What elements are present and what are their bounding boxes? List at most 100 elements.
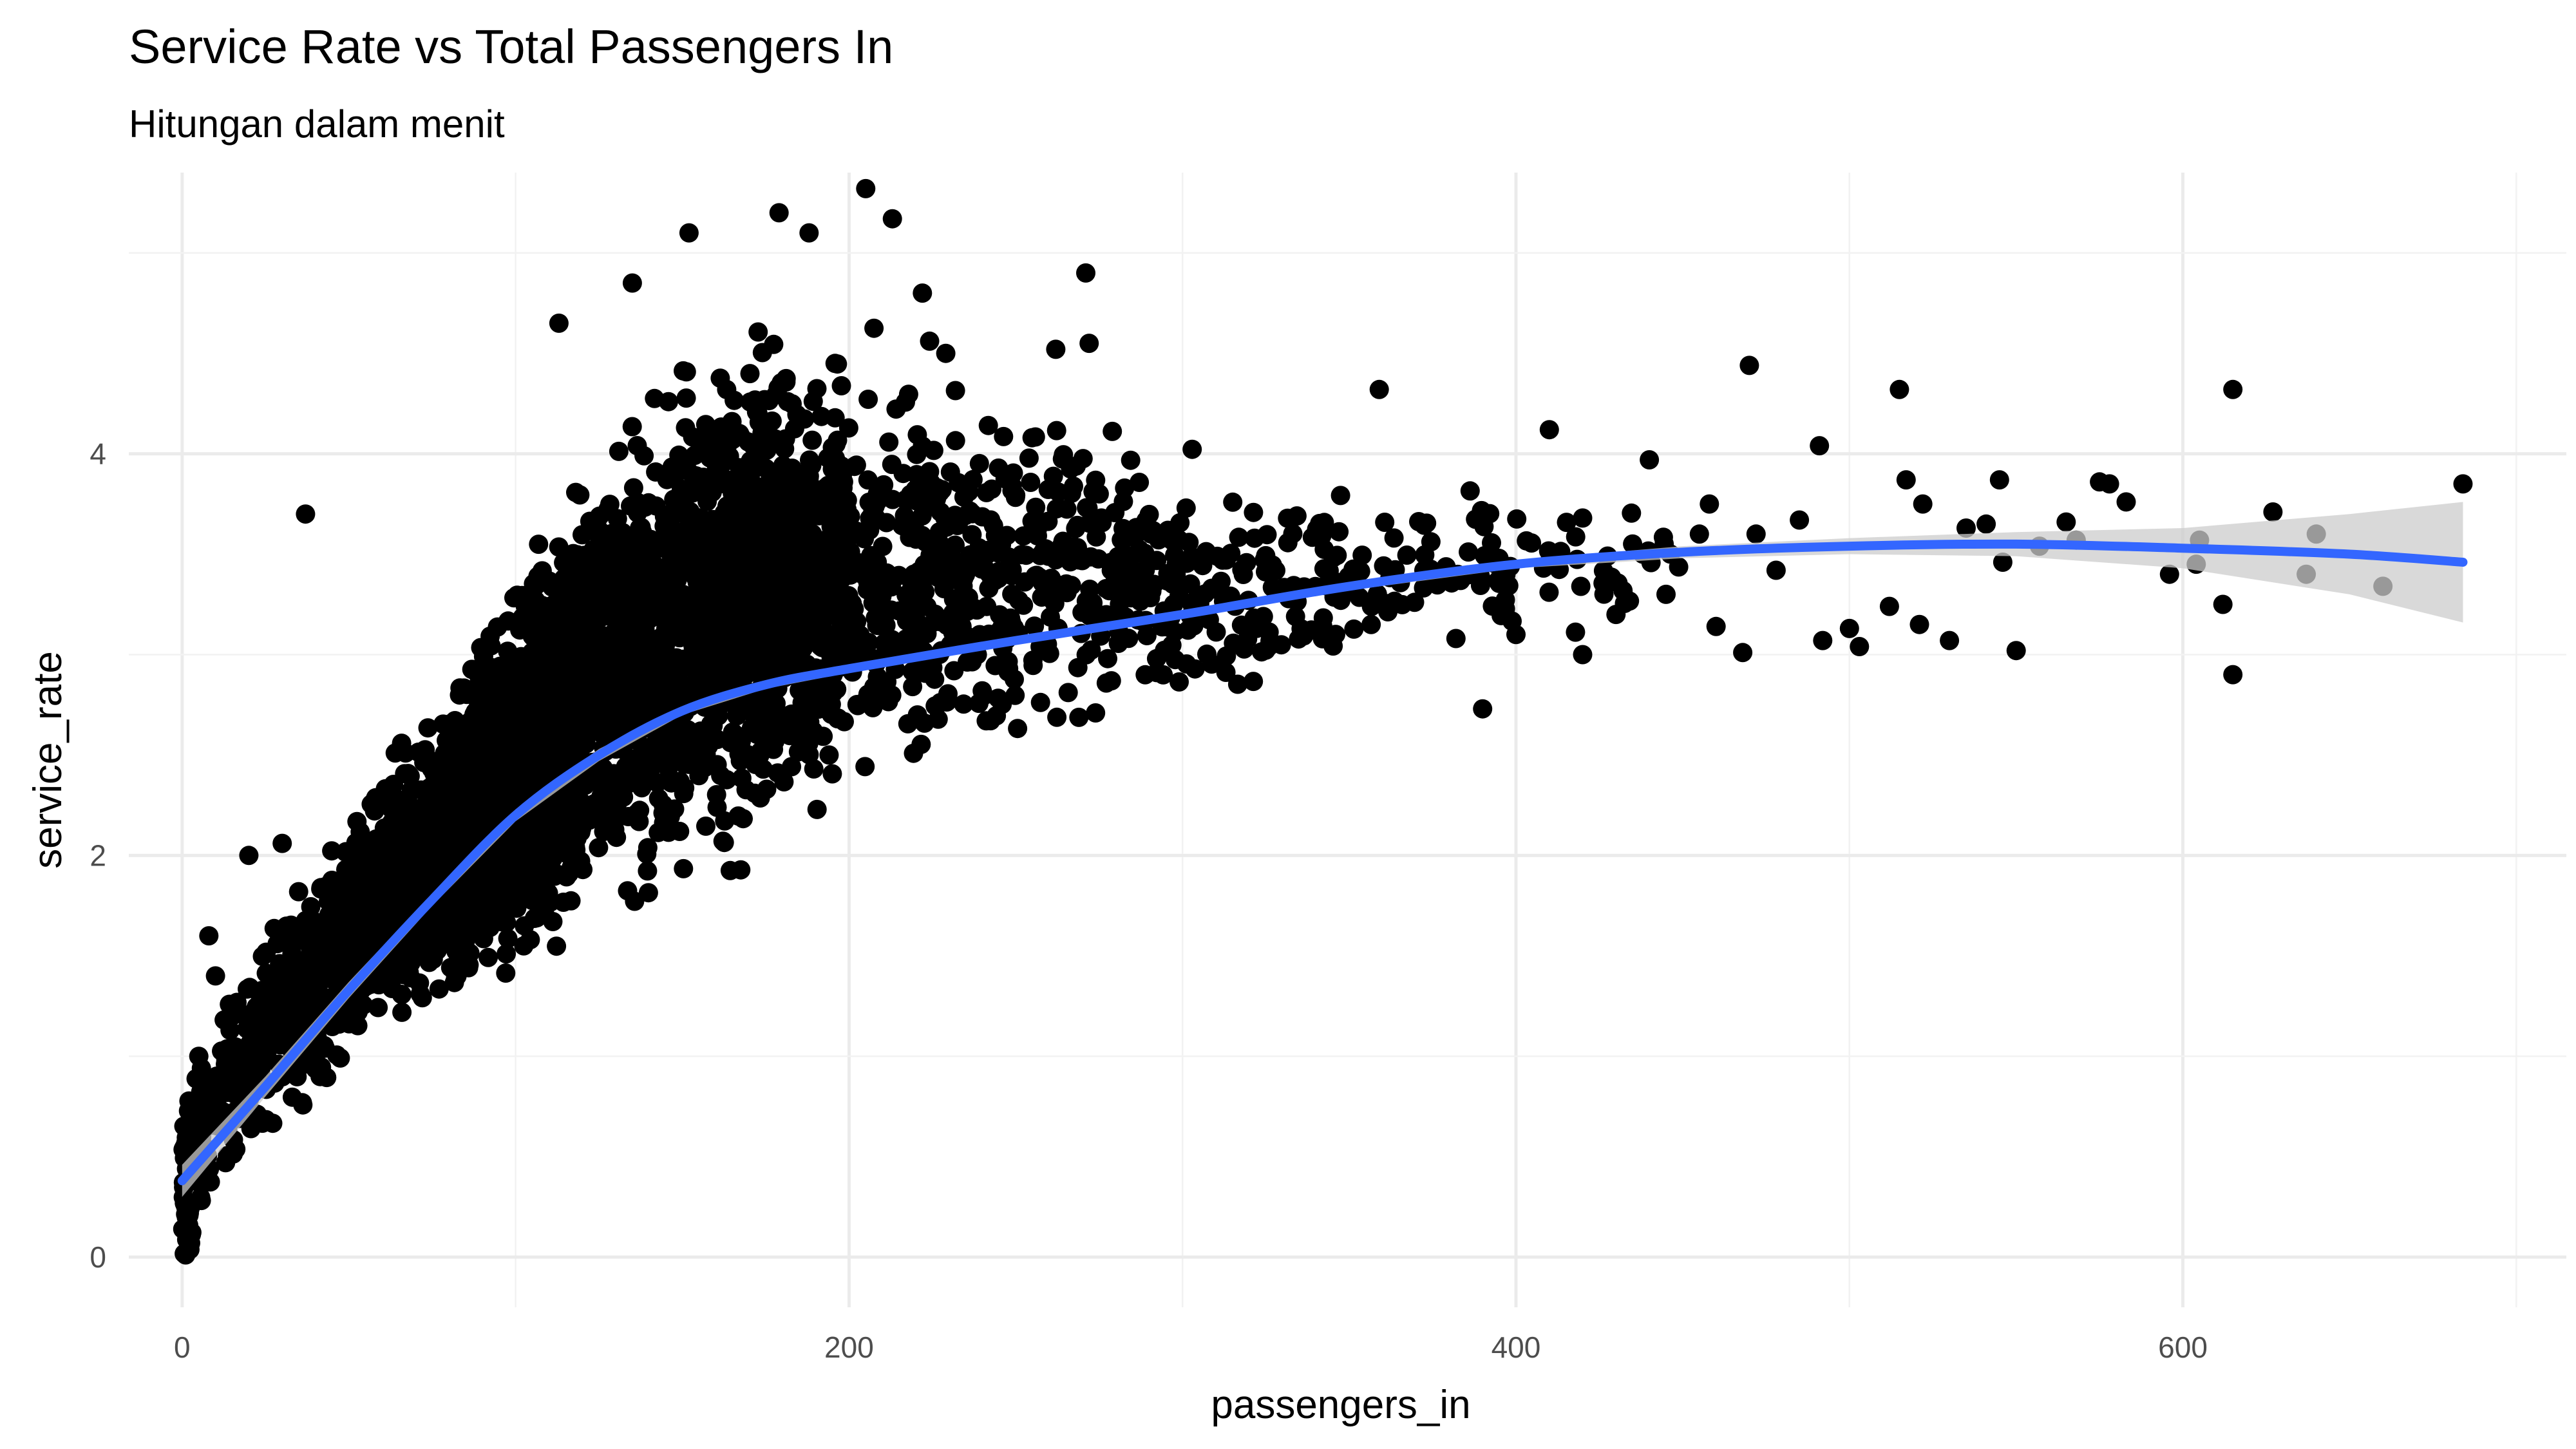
data-point <box>1700 494 1719 514</box>
data-point <box>882 455 902 475</box>
data-point <box>720 860 740 880</box>
data-point <box>844 634 864 654</box>
data-point <box>1989 470 2009 490</box>
data-point <box>636 768 656 788</box>
data-point <box>1016 545 1036 565</box>
data-point <box>319 965 339 985</box>
data-point <box>862 506 882 526</box>
data-point <box>740 364 760 384</box>
data-point <box>627 574 647 594</box>
data-point <box>1022 428 1042 448</box>
data-point <box>1813 630 1833 650</box>
data-point <box>547 936 567 956</box>
data-point <box>866 608 886 628</box>
data-point <box>895 506 914 526</box>
data-point <box>522 626 542 646</box>
data-point <box>582 590 601 610</box>
data-point <box>674 361 693 381</box>
data-point <box>802 538 822 558</box>
data-point <box>1571 576 1591 596</box>
data-point <box>1005 488 1025 507</box>
data-point <box>577 564 597 584</box>
data-point <box>200 1172 220 1192</box>
data-point <box>882 685 902 705</box>
data-point <box>945 535 965 555</box>
data-point <box>635 497 655 517</box>
data-point <box>989 458 1009 478</box>
data-point <box>623 478 643 498</box>
data-point <box>1446 629 1466 649</box>
data-point <box>1030 692 1050 712</box>
data-point <box>1331 591 1350 611</box>
data-point <box>1566 622 1586 642</box>
data-point <box>1593 561 1613 581</box>
data-point <box>828 708 848 728</box>
data-point <box>723 571 743 591</box>
data-point <box>1492 605 1511 625</box>
data-point <box>692 617 712 637</box>
data-point <box>723 430 743 450</box>
data-point <box>607 509 627 529</box>
chart-subtitle: Hitungan dalam menit <box>129 102 505 146</box>
data-point <box>976 711 996 731</box>
data-point <box>1048 482 1068 502</box>
data-point <box>374 854 394 874</box>
data-point <box>706 543 726 562</box>
data-point <box>1329 522 1349 542</box>
data-point <box>1622 503 1642 523</box>
data-point <box>734 809 753 829</box>
data-point <box>856 178 876 198</box>
data-point <box>359 840 379 860</box>
data-point <box>410 984 430 1004</box>
x-tick-label: 0 <box>174 1331 191 1364</box>
data-point <box>513 607 533 627</box>
data-point <box>1573 508 1593 528</box>
data-point <box>514 833 534 853</box>
data-point <box>573 727 592 747</box>
data-point <box>820 645 840 665</box>
data-point <box>512 585 532 605</box>
data-point <box>533 596 553 616</box>
data-point <box>639 681 659 701</box>
data-point <box>679 223 699 243</box>
data-point <box>459 958 478 978</box>
data-point <box>1473 699 1493 719</box>
data-point <box>389 801 409 820</box>
data-point <box>760 537 779 557</box>
data-point <box>925 604 945 624</box>
x-tick-label: 200 <box>824 1331 874 1364</box>
data-point <box>1285 607 1305 627</box>
data-point <box>1076 263 1095 283</box>
data-point <box>272 833 292 853</box>
data-point <box>937 692 957 712</box>
data-point <box>1739 355 1759 375</box>
data-point <box>696 415 715 435</box>
data-point <box>1142 582 1162 601</box>
data-point <box>625 891 645 911</box>
data-point <box>1206 622 1226 642</box>
data-point <box>855 757 875 777</box>
data-point <box>176 1133 196 1153</box>
y-tick-label: 2 <box>90 838 106 872</box>
data-point <box>861 545 881 565</box>
data-point <box>558 721 578 741</box>
data-point <box>1216 550 1236 570</box>
data-point <box>555 669 575 689</box>
data-point <box>687 750 706 770</box>
data-point <box>441 911 461 931</box>
data-point <box>1176 498 1196 518</box>
data-point <box>706 565 726 585</box>
data-point <box>189 1046 209 1066</box>
data-point <box>544 807 564 827</box>
data-point <box>683 637 703 656</box>
data-point <box>732 768 752 788</box>
data-point <box>710 670 730 690</box>
data-point <box>1101 671 1121 691</box>
data-point <box>1312 616 1332 636</box>
data-point <box>672 482 692 502</box>
data-point <box>979 578 999 598</box>
data-point <box>609 441 629 461</box>
data-point <box>1976 514 1996 534</box>
data-point <box>392 985 412 1004</box>
data-point <box>1733 643 1753 663</box>
